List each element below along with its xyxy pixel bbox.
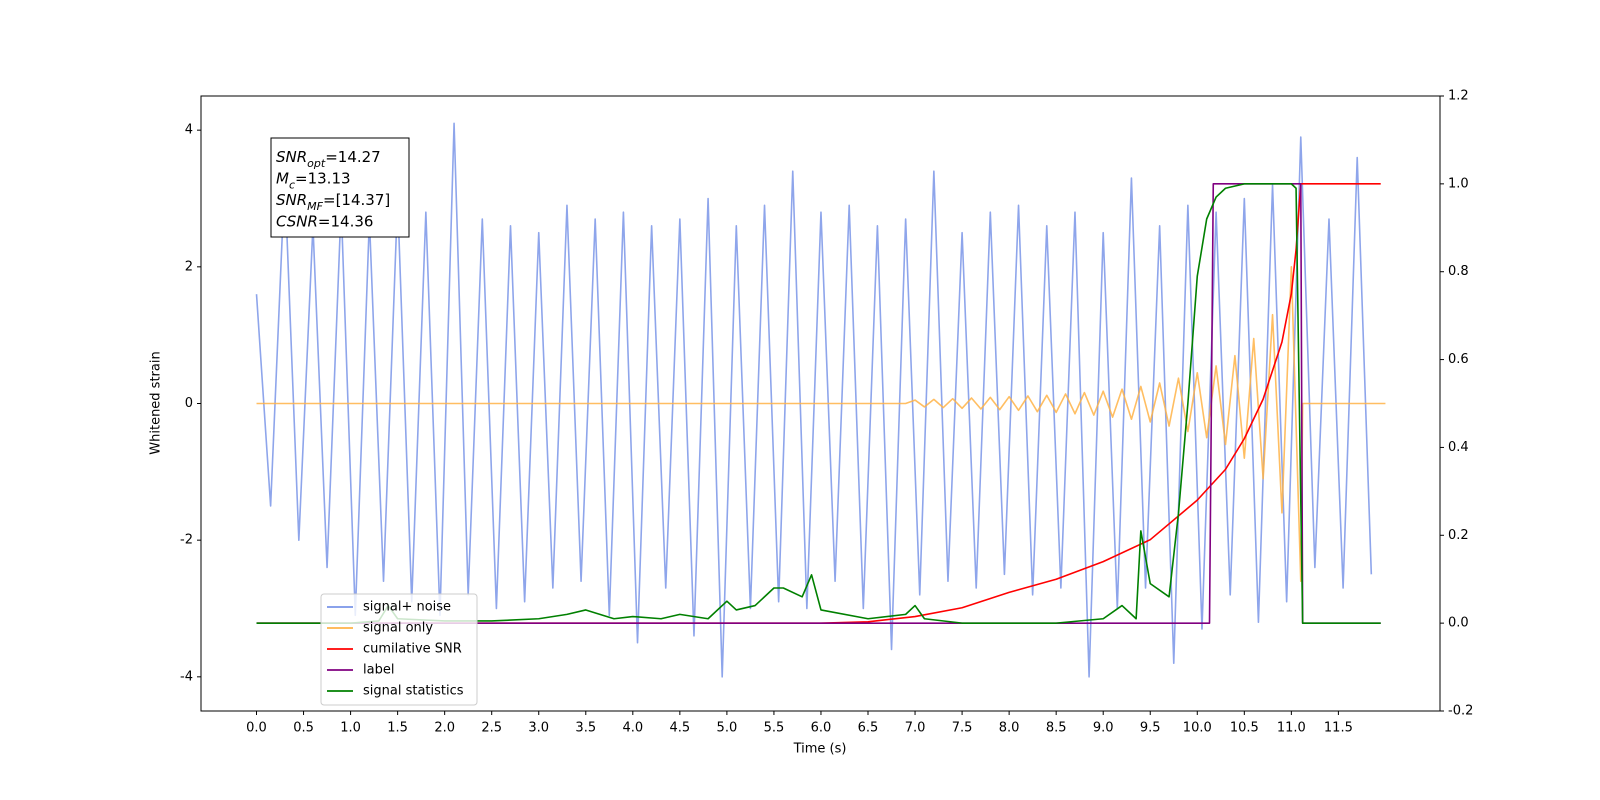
y2-tick-label: 0.0: [1448, 616, 1469, 631]
x-tick-label: 11.0: [1277, 721, 1306, 736]
annotation-line: CSNR=14.36: [276, 212, 373, 230]
x-tick-label: 3.5: [575, 721, 596, 736]
annotation-subscript: opt: [307, 157, 326, 170]
y2-tick-label: 0.2: [1448, 528, 1469, 543]
x-tick-label: 2.5: [481, 721, 502, 736]
legend-frame: [320, 593, 478, 706]
x-tick-label: 6.0: [811, 721, 832, 736]
annotation-symbol: CSNR: [276, 212, 318, 230]
annotation-symbol: SNR: [276, 148, 307, 166]
annotation-subscript: c: [289, 178, 295, 191]
y-tick-label: -2: [180, 533, 193, 548]
x-tick-label: 7.0: [905, 721, 926, 736]
x-axis-label: Time (s): [793, 742, 847, 757]
annotation-line: SNRMF=[14.37]: [276, 191, 390, 213]
x-tick-label: 8.5: [1046, 721, 1067, 736]
y-axis-label: Whitened strain: [149, 351, 164, 454]
annotation-symbol: SNR: [276, 191, 307, 209]
x-tick-label: 8.0: [999, 721, 1020, 736]
legend: signal+ noise signal only cumilative SNR la…: [320, 593, 478, 706]
annotation-box: SNRopt=14.27Mc=13.13SNRMF=[14.37]CSNR=14…: [270, 137, 410, 238]
series-line: [256, 266, 1386, 582]
series-line: [256, 183, 1381, 624]
annotation-line: Mc=13.13: [276, 169, 351, 191]
x-tick-label: 1.0: [340, 721, 361, 736]
y2-tick-label: 0.8: [1448, 264, 1469, 279]
annotation-subscript: MF: [307, 200, 323, 213]
x-tick-label: 9.5: [1140, 721, 1161, 736]
y-tick-label: 0: [185, 396, 193, 411]
annotation-value: =[14.37]: [323, 191, 390, 209]
y2-tick-label: 0.6: [1448, 352, 1469, 367]
y2-tick-label: -0.2: [1448, 704, 1473, 719]
y-tick-label: 4: [185, 123, 193, 138]
legend-label: signal statistics: [363, 684, 464, 699]
x-tick-label: 6.5: [858, 721, 879, 736]
x-tick-label: 11.5: [1324, 721, 1353, 736]
y2-tick-label: 1.0: [1448, 176, 1469, 191]
annotation-frame: [270, 137, 410, 238]
y2-tick-label: 1.2: [1448, 89, 1469, 104]
annotation-symbol: M: [276, 169, 289, 187]
annotation-value: =14.36: [318, 212, 374, 230]
legend-label: signal only: [363, 621, 433, 636]
x-tick-label: 4.5: [670, 721, 691, 736]
annotation-value: =14.27: [325, 148, 381, 166]
series-line: [255, 122, 1373, 678]
x-tick-label: 3.0: [528, 721, 549, 736]
x-tick-label: 10.0: [1183, 721, 1212, 736]
x-tick-label: 1.5: [387, 721, 408, 736]
legend-label: label: [363, 663, 394, 678]
x-tick-label: 5.5: [764, 721, 785, 736]
y-tick-label: 2: [185, 259, 193, 274]
x-tick-label: 5.0: [717, 721, 738, 736]
legend-label: cumilative SNR: [363, 642, 462, 657]
x-tick-label: 0.5: [293, 721, 314, 736]
x-tick-label: 9.0: [1093, 721, 1114, 736]
x-tick-label: 0.0: [246, 721, 267, 736]
x-tick-label: 10.5: [1230, 721, 1259, 736]
x-tick-label: 7.5: [952, 721, 973, 736]
legend-label: signal+ noise: [363, 600, 451, 615]
series-line: [256, 183, 1381, 624]
y2-tick-label: 0.4: [1448, 440, 1469, 455]
annotation-line: SNRopt=14.27: [276, 148, 381, 170]
x-tick-label: 4.0: [622, 721, 643, 736]
annotation-value: =13.13: [295, 169, 351, 187]
plot-area: [255, 122, 1386, 678]
y-tick-label: -4: [180, 669, 193, 684]
x-tick-label: 2.0: [434, 721, 455, 736]
